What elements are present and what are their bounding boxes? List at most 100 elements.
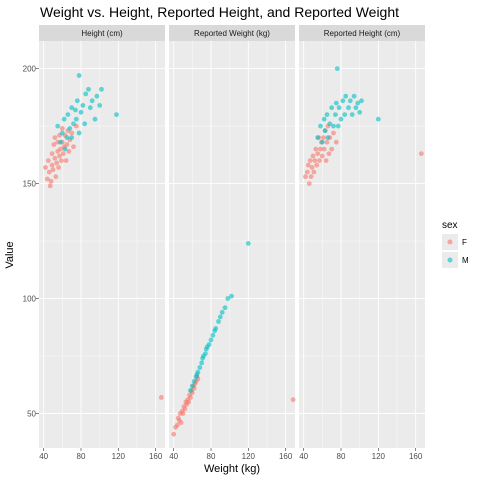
data-point: [54, 160, 60, 166]
data-point: [334, 66, 340, 71]
data-point: [333, 139, 339, 145]
data-point: [331, 130, 336, 136]
data-point: [327, 121, 333, 127]
data-point: [69, 135, 75, 141]
data-point: [325, 135, 331, 141]
data-point: [210, 332, 216, 338]
data-point: [74, 98, 80, 104]
data-point: [346, 105, 351, 111]
data-point: [336, 105, 342, 111]
data-point: [213, 326, 219, 331]
data-point: [329, 146, 335, 152]
data-point: [69, 105, 75, 111]
data-point: [49, 162, 55, 168]
legend-label-m: M: [462, 256, 469, 265]
y-tick-label: 200: [23, 65, 37, 74]
data-point: [359, 98, 364, 104]
facet-strip-label: Reported Height (cm): [324, 29, 401, 38]
facet-panel: Reported Height (cm) 40 80 120 160: [299, 25, 425, 461]
facet-strip-label: Height (cm): [81, 29, 123, 38]
x-tick-label: 160: [149, 452, 163, 461]
data-point: [94, 93, 100, 99]
x-tick-label: 40: [299, 452, 308, 461]
data-point: [191, 378, 197, 384]
data-point: [55, 123, 61, 129]
data-point: [45, 158, 51, 164]
data-point: [99, 86, 104, 92]
data-point: [61, 116, 67, 122]
data-point: [351, 93, 357, 99]
data-point: [305, 162, 311, 168]
data-point: [48, 178, 54, 184]
y-tick-label: 150: [23, 180, 37, 189]
data-point: [58, 139, 63, 145]
data-point: [342, 112, 348, 117]
data-point: [222, 305, 228, 311]
data-point: [331, 123, 336, 129]
data-point: [89, 98, 95, 104]
data-point: [216, 319, 221, 324]
data-point: [178, 420, 184, 426]
data-point: [333, 112, 338, 117]
data-point: [43, 165, 48, 170]
data-point: [317, 158, 322, 164]
data-point: [57, 153, 62, 159]
data-point: [335, 123, 341, 129]
data-point: [315, 135, 321, 141]
data-point: [60, 151, 66, 157]
data-point: [49, 151, 55, 157]
data-point: [347, 98, 353, 104]
data-point: [306, 181, 312, 187]
data-point: [114, 112, 119, 117]
data-point: [58, 146, 63, 152]
data-point: [310, 153, 316, 159]
data-point: [324, 139, 330, 145]
data-point: [59, 130, 65, 136]
data-point: [320, 135, 326, 141]
x-tick-label: 80: [77, 452, 86, 461]
data-point: [186, 399, 192, 405]
data-point: [329, 105, 335, 111]
data-point: [82, 121, 88, 127]
legend-marker-f: [447, 239, 453, 245]
data-point: [318, 146, 323, 152]
data-point: [62, 146, 68, 152]
data-point: [69, 130, 75, 136]
panel-background: [169, 41, 295, 448]
data-point: [319, 139, 325, 145]
facet-strip: [39, 25, 165, 41]
data-point: [78, 109, 84, 115]
data-point: [326, 151, 332, 157]
data-point: [73, 116, 79, 122]
data-point: [80, 103, 86, 108]
data-point: [71, 121, 76, 127]
data-point: [50, 167, 56, 173]
data-point: [59, 158, 64, 164]
x-axis-title: Weight (kg): [204, 463, 260, 475]
data-point: [45, 176, 50, 182]
data-point: [197, 365, 203, 370]
data-point: [357, 109, 363, 115]
data-point: [319, 153, 325, 159]
data-point: [208, 337, 214, 343]
x-tick-label: 120: [242, 452, 256, 461]
x-tick-label: 160: [409, 452, 423, 461]
y-tick-label: 50: [27, 410, 36, 419]
data-point: [188, 388, 193, 393]
panel-background: [299, 41, 425, 448]
data-point: [65, 112, 71, 117]
x-tick-label: 40: [169, 452, 178, 461]
x-tick-label: 120: [372, 452, 386, 461]
facet-panel: Reported Weight (kg) 40 80 120 160: [169, 25, 296, 461]
panel-background: [39, 41, 165, 448]
facet-strip: [169, 25, 295, 41]
data-point: [51, 142, 57, 147]
data-point: [318, 123, 323, 129]
data-point: [321, 116, 327, 122]
data-point: [83, 91, 89, 97]
data-point: [418, 151, 424, 157]
data-point: [219, 309, 225, 315]
data-point: [86, 86, 91, 92]
